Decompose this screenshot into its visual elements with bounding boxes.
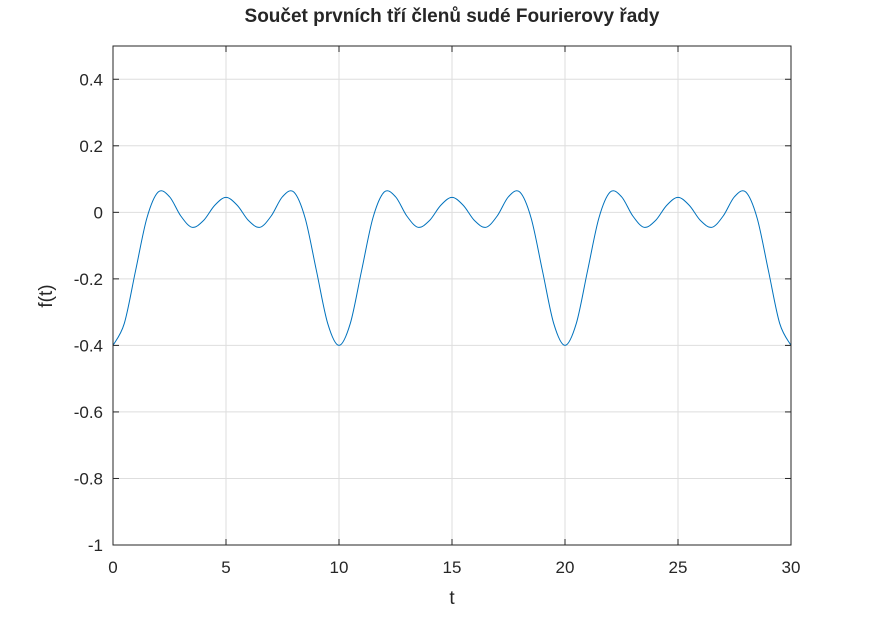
y-tick-label: -0.8 [74,469,103,488]
y-tick-label: -0.6 [74,403,103,422]
y-axis-label: f(t) [36,284,57,307]
grid [112,46,792,546]
x-tick-label: 30 [782,558,801,577]
ticks: 0 5 10 15 20 25 30 -1 -0.8 -0.6 -0.4 -0.2 0 0.2 0.4 [74,45,801,577]
y-tick-label: 0.2 [79,137,103,156]
axes-box [112,45,792,546]
y-tick-label: 0.4 [79,70,103,89]
y-tick-label: 0 [94,203,103,222]
x-axis-label: t [449,588,455,609]
x-tick-label: 25 [669,558,688,577]
y-tick-label: -0.2 [74,270,103,289]
x-tick-label: 5 [221,558,230,577]
series-line [112,190,792,346]
y-tick-label: -1 [88,536,103,555]
plot-area [112,190,792,346]
x-tick-label: 0 [108,558,117,577]
chart-title: Součet prvních tří členů sudé Fourierovy… [245,6,660,27]
x-tick-label: 15 [443,558,462,577]
x-tick-label: 10 [330,558,349,577]
x-tick-label: 20 [556,558,575,577]
y-tick-label: -0.4 [74,336,103,355]
